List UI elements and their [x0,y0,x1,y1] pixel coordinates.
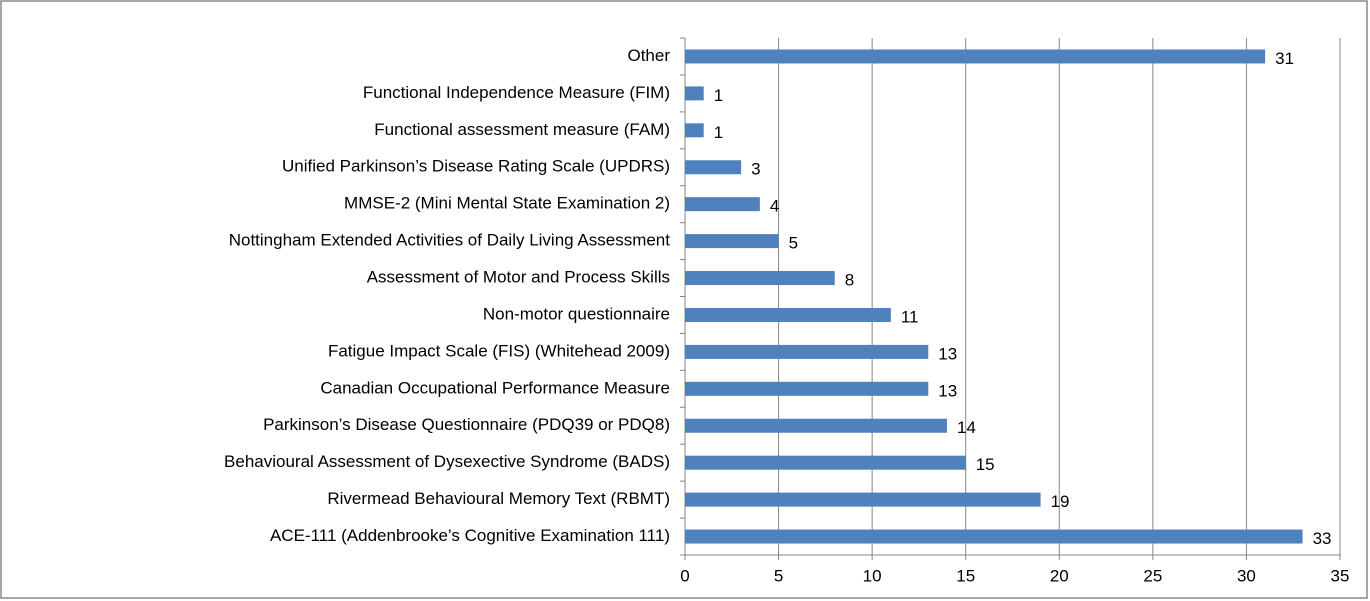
y-tick-label: Functional Independence Measure (FIM) [363,83,670,102]
bar [685,123,704,138]
bar [685,529,1303,544]
x-tick-label: 20 [1050,566,1069,585]
data-label: 5 [789,234,798,253]
x-tick-label: 15 [956,566,975,585]
y-tick-label: Parkinson’s Disease Questionnaire (PDQ39… [263,415,670,434]
data-label: 13 [938,381,957,400]
data-label: 4 [770,197,779,216]
bar [685,86,704,101]
x-tick-label: 5 [774,566,783,585]
bar [685,418,947,433]
y-tick-label: Canadian Occupational Performance Measur… [320,378,670,397]
y-tick-label: Rivermead Behavioural Memory Text (RBMT) [327,489,670,508]
bar [685,381,929,396]
y-tick-label: Assessment of Motor and Process Skills [367,268,670,287]
bar [685,197,760,212]
bar [685,492,1041,507]
y-tick-label: Fatigue Impact Scale (FIS) (Whitehead 20… [328,341,670,360]
y-tick-label: Behavioural Assessment of Dysexective Sy… [224,452,670,471]
bar [685,160,742,175]
data-label: 1 [714,86,723,105]
data-label: 31 [1275,49,1294,68]
y-tick-label: Unified Parkinson’s Disease Rating Scale… [282,157,670,176]
x-tick-label: 35 [1331,566,1350,585]
data-label: 14 [957,418,976,437]
y-tick-label: Functional assessment measure (FAM) [374,120,670,139]
data-label: 33 [1313,529,1332,548]
bar [685,234,779,249]
y-tick-label: Nottingham Extended Activities of Daily … [229,231,671,250]
x-tick-label: 25 [1143,566,1162,585]
data-label: 11 [901,307,919,326]
data-label: 15 [976,455,995,474]
bar [685,344,929,359]
bar [685,271,835,286]
x-tick-label: 0 [680,566,689,585]
x-tick-label: 10 [863,566,882,585]
data-label: 8 [845,271,854,290]
data-label: 19 [1051,492,1070,511]
data-label: 3 [751,160,760,179]
data-label: 13 [938,344,957,363]
y-tick-label: Other [627,46,670,65]
bar [685,49,1266,64]
data-label: 1 [714,123,723,142]
x-tick-label: 30 [1237,566,1256,585]
y-tick-label: MMSE-2 (Mini Mental State Examination 2) [344,194,670,213]
y-tick-label: Non-motor questionnaire [483,304,670,323]
y-tick-label: ACE-111 (Addenbrooke’s Cognitive Examina… [270,526,670,545]
bar [685,455,966,470]
bar [685,307,891,322]
